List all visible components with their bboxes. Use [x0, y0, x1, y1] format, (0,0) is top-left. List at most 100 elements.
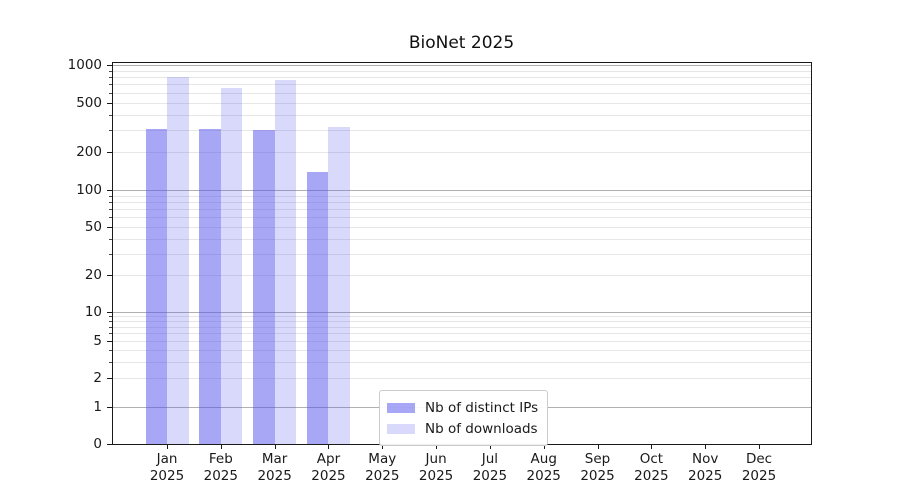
y-tick-label: 50	[84, 218, 102, 235]
y-minor-tick-mark	[109, 226, 112, 228]
minor-gridline	[112, 130, 811, 132]
y-minor-tick-mark	[109, 361, 112, 363]
y-tick-label: 1000	[67, 57, 102, 73]
minor-gridline	[112, 102, 811, 104]
x-tick-mark	[220, 445, 222, 449]
y-tick-label: 100	[76, 182, 102, 198]
y-minor-tick-mark	[109, 208, 112, 210]
legend-swatch-distinct-ips-icon	[387, 402, 415, 413]
minor-gridline	[112, 275, 811, 277]
x-tick-mark	[489, 445, 491, 449]
x-tick-mark	[705, 445, 707, 449]
y-minor-tick-mark	[109, 253, 112, 255]
minor-gridline	[112, 316, 811, 318]
bar-downloads-mar	[274, 79, 297, 444]
major-gridline	[112, 65, 811, 66]
bar-distinct-ips-feb	[199, 128, 221, 444]
x-tick-label-dec: Dec 2025	[741, 451, 777, 484]
chart-title: BioNet 2025	[408, 33, 515, 53]
y-minor-tick-mark	[109, 152, 112, 154]
minor-gridline	[112, 361, 811, 363]
minor-gridline	[112, 208, 811, 210]
x-tick-label-mar: Mar 2025	[257, 451, 292, 484]
y-minor-tick-mark	[109, 77, 112, 79]
minor-gridline	[112, 70, 811, 72]
minor-gridline	[112, 349, 811, 351]
bar-downloads-apr	[328, 126, 350, 444]
y-tick-mark	[107, 407, 112, 408]
x-tick-mark	[759, 445, 760, 449]
minor-gridline	[112, 114, 811, 116]
minor-gridline	[112, 378, 811, 380]
y-minor-tick-mark	[109, 195, 112, 197]
legend-swatch-downloads-icon	[387, 423, 415, 434]
y-tick-label: 10	[84, 304, 102, 320]
x-tick-mark	[274, 445, 276, 449]
major-gridline	[112, 190, 811, 191]
y-minor-tick-mark	[109, 201, 112, 203]
major-gridline	[112, 312, 811, 313]
x-tick-mark	[651, 445, 653, 449]
minor-gridline	[112, 217, 811, 219]
x-tick-label-may: May 2025	[365, 451, 400, 484]
y-minor-tick-mark	[109, 378, 112, 380]
y-tick-mark	[107, 444, 112, 445]
legend-item-distinct-ips: Nb of distinct IPs	[387, 397, 538, 418]
y-minor-tick-mark	[109, 275, 112, 277]
spine-left	[112, 62, 113, 445]
minor-gridline	[112, 77, 811, 79]
x-tick-mark	[382, 445, 384, 449]
plot-area: Nb of distinct IPs Nb of downloads	[112, 62, 811, 446]
minor-gridline	[112, 195, 811, 197]
y-minor-tick-mark	[109, 321, 112, 323]
x-tick-mark	[543, 445, 545, 449]
y-minor-tick-mark	[109, 316, 112, 318]
minor-gridline	[112, 226, 811, 228]
y-tick-label: 500	[76, 94, 102, 111]
minor-gridline	[112, 321, 811, 323]
y-tick-mark	[107, 65, 112, 66]
y-minor-tick-mark	[109, 130, 112, 132]
bar-downloads-jan	[167, 77, 189, 444]
y-minor-tick-mark	[109, 84, 112, 86]
minor-gridline	[112, 340, 811, 342]
minor-gridline	[112, 84, 811, 86]
x-tick-label-jan: Jan 2025	[149, 451, 185, 484]
legend: Nb of distinct IPs Nb of downloads	[379, 390, 549, 446]
x-tick-label-jun: Jun 2025	[418, 451, 454, 484]
bar-distinct-ips-jan	[145, 128, 167, 444]
x-tick-label-sep: Sep 2025	[580, 451, 615, 484]
y-tick-label: 1	[93, 399, 102, 415]
legend-item-downloads: Nb of downloads	[387, 418, 538, 439]
y-minor-tick-mark	[109, 92, 112, 94]
x-tick-label-oct: Oct 2025	[634, 451, 669, 484]
y-tick-label: 0	[93, 436, 102, 452]
y-tick-mark	[107, 190, 112, 191]
x-tick-mark	[436, 445, 438, 449]
x-tick-label-apr: Apr 2025	[311, 451, 346, 484]
spine-right	[811, 62, 812, 445]
minor-gridline	[112, 333, 811, 335]
y-minor-tick-mark	[109, 340, 112, 342]
y-tick-label: 2	[93, 370, 102, 387]
y-minor-tick-mark	[109, 333, 112, 335]
y-tick-label: 5	[93, 332, 102, 349]
x-tick-mark	[328, 445, 330, 449]
spine-top	[112, 62, 812, 63]
y-tick-mark	[107, 312, 112, 313]
y-minor-tick-mark	[109, 238, 112, 240]
y-tick-label: 200	[76, 144, 102, 161]
x-tick-label-jul: Jul 2025	[472, 451, 508, 484]
minor-gridline	[112, 253, 811, 255]
minor-gridline	[112, 238, 811, 240]
bar-distinct-ips-apr	[306, 171, 329, 444]
bar-downloads-feb	[220, 87, 243, 444]
y-minor-tick-mark	[109, 326, 112, 328]
y-minor-tick-mark	[109, 349, 112, 351]
legend-label-distinct-ips: Nb of distinct IPs	[425, 399, 539, 416]
x-tick-label-nov: Nov 2025	[687, 451, 723, 484]
minor-gridline	[112, 201, 811, 203]
y-minor-tick-mark	[109, 70, 112, 72]
legend-label-downloads: Nb of downloads	[425, 420, 538, 437]
